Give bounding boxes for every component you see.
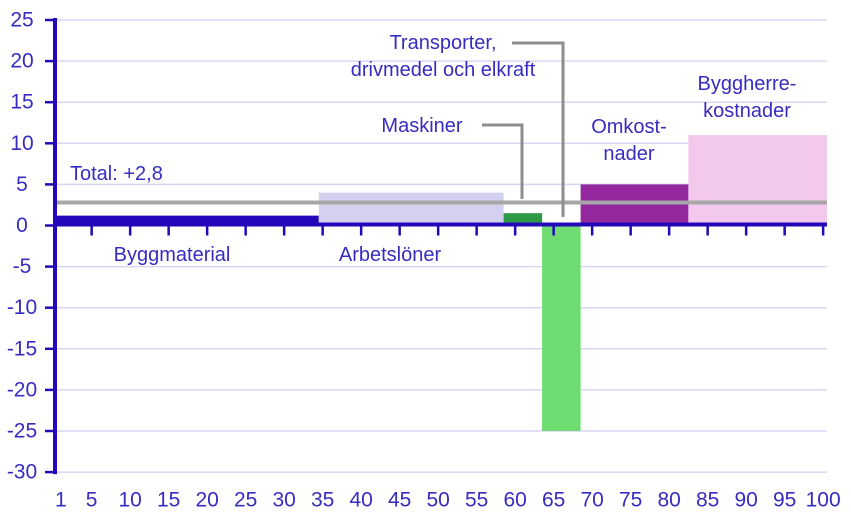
y-tick-label-20: 20 [10, 50, 33, 73]
x-tick-label-90: 90 [734, 489, 757, 512]
transporter-connector [512, 41, 565, 217]
transporter-label-line1: Transporter, [389, 32, 496, 54]
x-tick-label-55: 55 [465, 489, 488, 512]
x-tick-label-25: 25 [234, 489, 257, 512]
maskiner-label: Maskiner [381, 115, 462, 137]
maskiner-connector [482, 123, 524, 199]
y-tick-label--10: -10 [7, 296, 37, 319]
y-tick-label--20: -20 [7, 378, 37, 401]
transporter-label-line2: drivmedel och elkraft [351, 59, 536, 81]
y-tick-label--15: -15 [7, 337, 37, 360]
x-tick-label-20: 20 [195, 489, 218, 512]
byggherre-label-line2: kostnader [703, 100, 791, 122]
omkostnader-label-line1: Omkost- [591, 116, 667, 138]
x-tick-label-65: 65 [542, 489, 565, 512]
x-tick-label-40: 40 [349, 489, 372, 512]
x-tick-label-35: 35 [311, 489, 334, 512]
x-tick-label-15: 15 [157, 489, 180, 512]
bar-byggmaterial [57, 215, 319, 226]
bar-omkostnader [580, 184, 689, 226]
bar-arbetsloner [318, 192, 504, 226]
x-tick-label-85: 85 [696, 489, 719, 512]
x-tick-label-70: 70 [580, 489, 603, 512]
x-tick-label-1: 1 [55, 489, 67, 512]
x-tick-label-30: 30 [272, 489, 295, 512]
x-tick-label-60: 60 [503, 489, 526, 512]
arbetsloner-label: Arbetslöner [339, 244, 442, 266]
byggherre-label-line1: Byggherre- [698, 73, 797, 95]
x-tick-label-10: 10 [118, 489, 141, 512]
x-tick-label-75: 75 [619, 489, 642, 512]
byggmaterial-label: Byggmaterial [114, 244, 231, 266]
omkostnader-label-line2: nader [603, 143, 654, 165]
y-tick-label--25: -25 [7, 420, 37, 443]
total-label: Total: +2,8 [70, 163, 163, 185]
x-tick-label-45: 45 [388, 489, 411, 512]
y-tick-label-25: 25 [10, 9, 33, 32]
y-tick-label-15: 15 [10, 91, 33, 114]
y-tick-label--30: -30 [7, 461, 37, 484]
x-tick-label-100: 100 [806, 489, 841, 512]
x-tick-label-5: 5 [86, 489, 98, 512]
bar-transporter [542, 225, 581, 431]
x-tick-label-95: 95 [773, 489, 796, 512]
x-tick-label-50: 50 [426, 489, 449, 512]
y-tick-label-10: 10 [10, 132, 33, 155]
y-tick-label-5: 5 [16, 173, 28, 196]
bar-byggherrekostnader [688, 135, 827, 226]
bar-maskiner [503, 213, 543, 226]
y-tick-label-0: 0 [16, 214, 28, 237]
x-tick-label-80: 80 [657, 489, 680, 512]
y-tick-label--5: -5 [13, 255, 32, 278]
